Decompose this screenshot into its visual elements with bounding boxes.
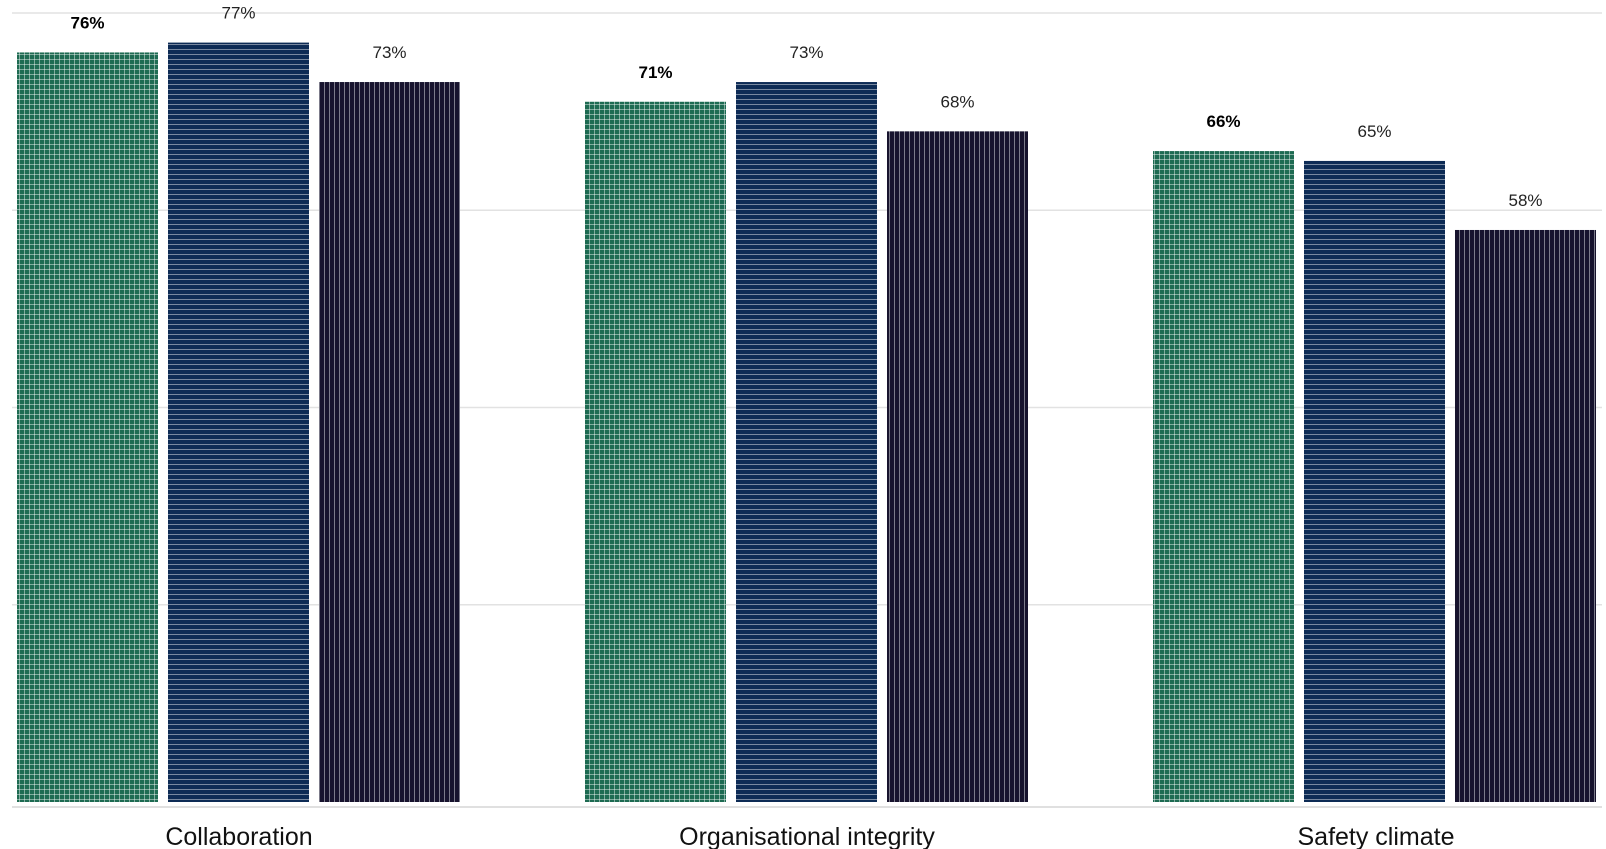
bar-collaboration-series-3	[319, 82, 460, 803]
category-label-safety-climate: Safety climate	[1297, 823, 1454, 849]
value-label-safety-climate-series-1: 66%	[1206, 112, 1240, 131]
value-label-safety-climate-series-3: 58%	[1508, 191, 1542, 210]
bar-safety-climate-series-1	[1153, 151, 1294, 802]
value-label-collaboration-series-1: 76%	[70, 13, 104, 32]
category-label-organisational-integrity: Organisational integrity	[679, 823, 935, 849]
value-label-safety-climate-series-2: 65%	[1357, 122, 1391, 141]
bar-organisational-integrity-series-1	[585, 101, 726, 802]
bar-organisational-integrity-series-3	[887, 131, 1028, 803]
category-labels: Collaboration Organisational integrity S…	[165, 823, 1454, 849]
bar-safety-climate-series-2	[1304, 160, 1445, 802]
value-label-organisational-integrity-series-3: 68%	[940, 92, 974, 111]
value-label-collaboration-series-3: 73%	[372, 43, 406, 62]
value-label-organisational-integrity-series-2: 73%	[789, 43, 823, 62]
category-label-collaboration: Collaboration	[165, 823, 312, 849]
bar-collaboration-series-2	[168, 42, 309, 802]
value-label-collaboration-series-2: 77%	[221, 4, 255, 23]
value-label-organisational-integrity-series-1: 71%	[638, 63, 672, 82]
bar-organisational-integrity-series-2	[736, 82, 877, 803]
bar-safety-climate-series-3	[1455, 229, 1596, 803]
bar-collaboration-series-1	[17, 52, 158, 802]
value-labels: 76% 77% 73% 71% 73% 68% 66% 65% 58%	[70, 4, 1542, 210]
bars	[17, 42, 1596, 803]
